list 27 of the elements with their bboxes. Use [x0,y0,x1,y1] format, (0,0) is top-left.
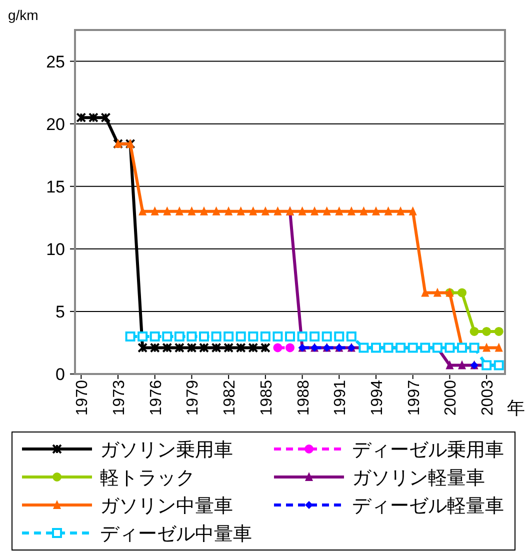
x-tick-label: 1970 [74,380,92,416]
x-tick-label: 1973 [111,380,128,416]
x-tick-label: 1985 [258,380,276,416]
x-tick-label: 1991 [332,380,350,416]
x-axis-title: 年 [507,398,525,418]
y-tick-label: 0 [56,365,65,384]
x-tick-label: 2003 [480,380,497,416]
legend-label: ガソリン乗用車 [100,440,233,461]
x-tick-label: 2000 [442,380,460,416]
x-tick-label: 1994 [369,380,386,416]
x-tick-label: 1988 [295,380,312,416]
legend-label: ガソリン軽量車 [352,468,485,489]
y-axis-title: g/km [8,7,38,23]
y-tick-label: 20 [46,114,65,134]
legend-label: 軽トラック [100,468,195,489]
legend-label: ディーゼル軽量車 [352,496,504,517]
y-tick-label: 25 [46,52,65,72]
y-tick-label: 10 [46,240,65,259]
x-tick-label: 1976 [148,380,165,416]
legend-label: ディーゼル中量車 [100,524,252,545]
y-tick-label: 15 [46,177,65,196]
x-tick-label: 1982 [222,380,239,416]
legend-label: ディーゼル乗用車 [352,440,504,461]
x-tick-label: 1997 [406,380,423,416]
y-tick-label: 5 [56,302,65,322]
x-tick-label: 1979 [184,380,202,416]
legend-label: ガソリン中量車 [100,496,233,517]
